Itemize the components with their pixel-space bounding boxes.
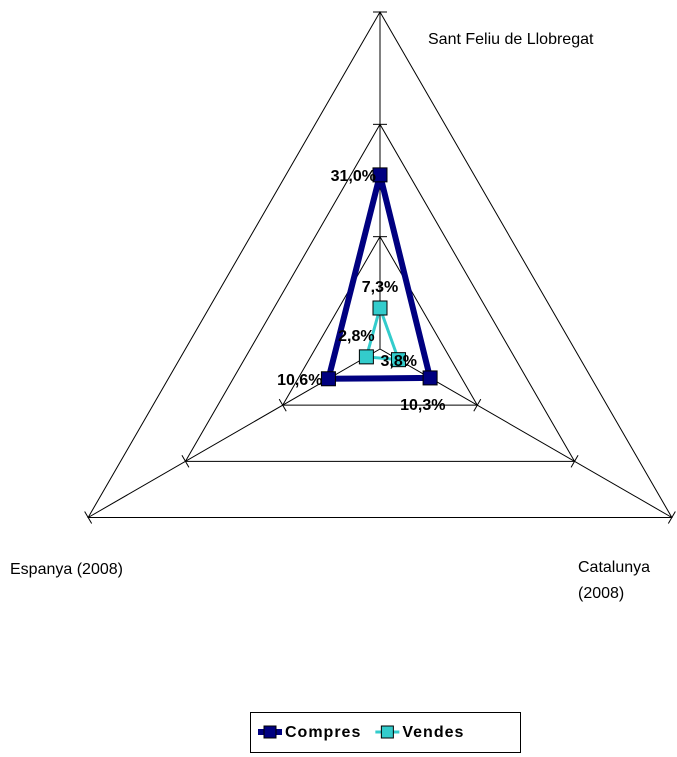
marker <box>372 300 388 316</box>
axis-line <box>87 348 381 518</box>
legend-marker <box>263 725 277 739</box>
category-label: Sant Feliu de Llobregat <box>428 31 594 48</box>
marker <box>422 370 438 386</box>
data-label: 2,8% <box>338 328 374 345</box>
legend-label: Compres <box>285 724 361 741</box>
tick-mark <box>667 511 676 524</box>
category-label: Catalunya (2008) <box>578 559 651 602</box>
legend-marker <box>380 725 394 739</box>
category-label: Espanya (2008) <box>10 561 123 578</box>
legend-label: Vendes <box>402 724 464 741</box>
data-label: 10,3% <box>400 397 445 414</box>
grid-line <box>184 123 576 462</box>
data-label: 10,6% <box>277 372 322 389</box>
marker <box>372 167 388 183</box>
series-line <box>364 303 401 362</box>
marker <box>320 371 336 387</box>
tick-mark <box>473 398 482 412</box>
marker <box>358 349 374 365</box>
marker <box>390 352 406 368</box>
tick-mark <box>84 511 93 524</box>
data-label: 3,8% <box>380 353 416 370</box>
grid-line <box>87 11 673 518</box>
tick-mark <box>570 455 579 468</box>
data-label: 7,3% <box>362 279 398 296</box>
data-label: 31,0% <box>331 168 376 185</box>
grid-line <box>281 235 479 406</box>
series-line <box>324 174 434 382</box>
tick-mark <box>278 398 287 412</box>
tick-mark <box>181 455 190 468</box>
